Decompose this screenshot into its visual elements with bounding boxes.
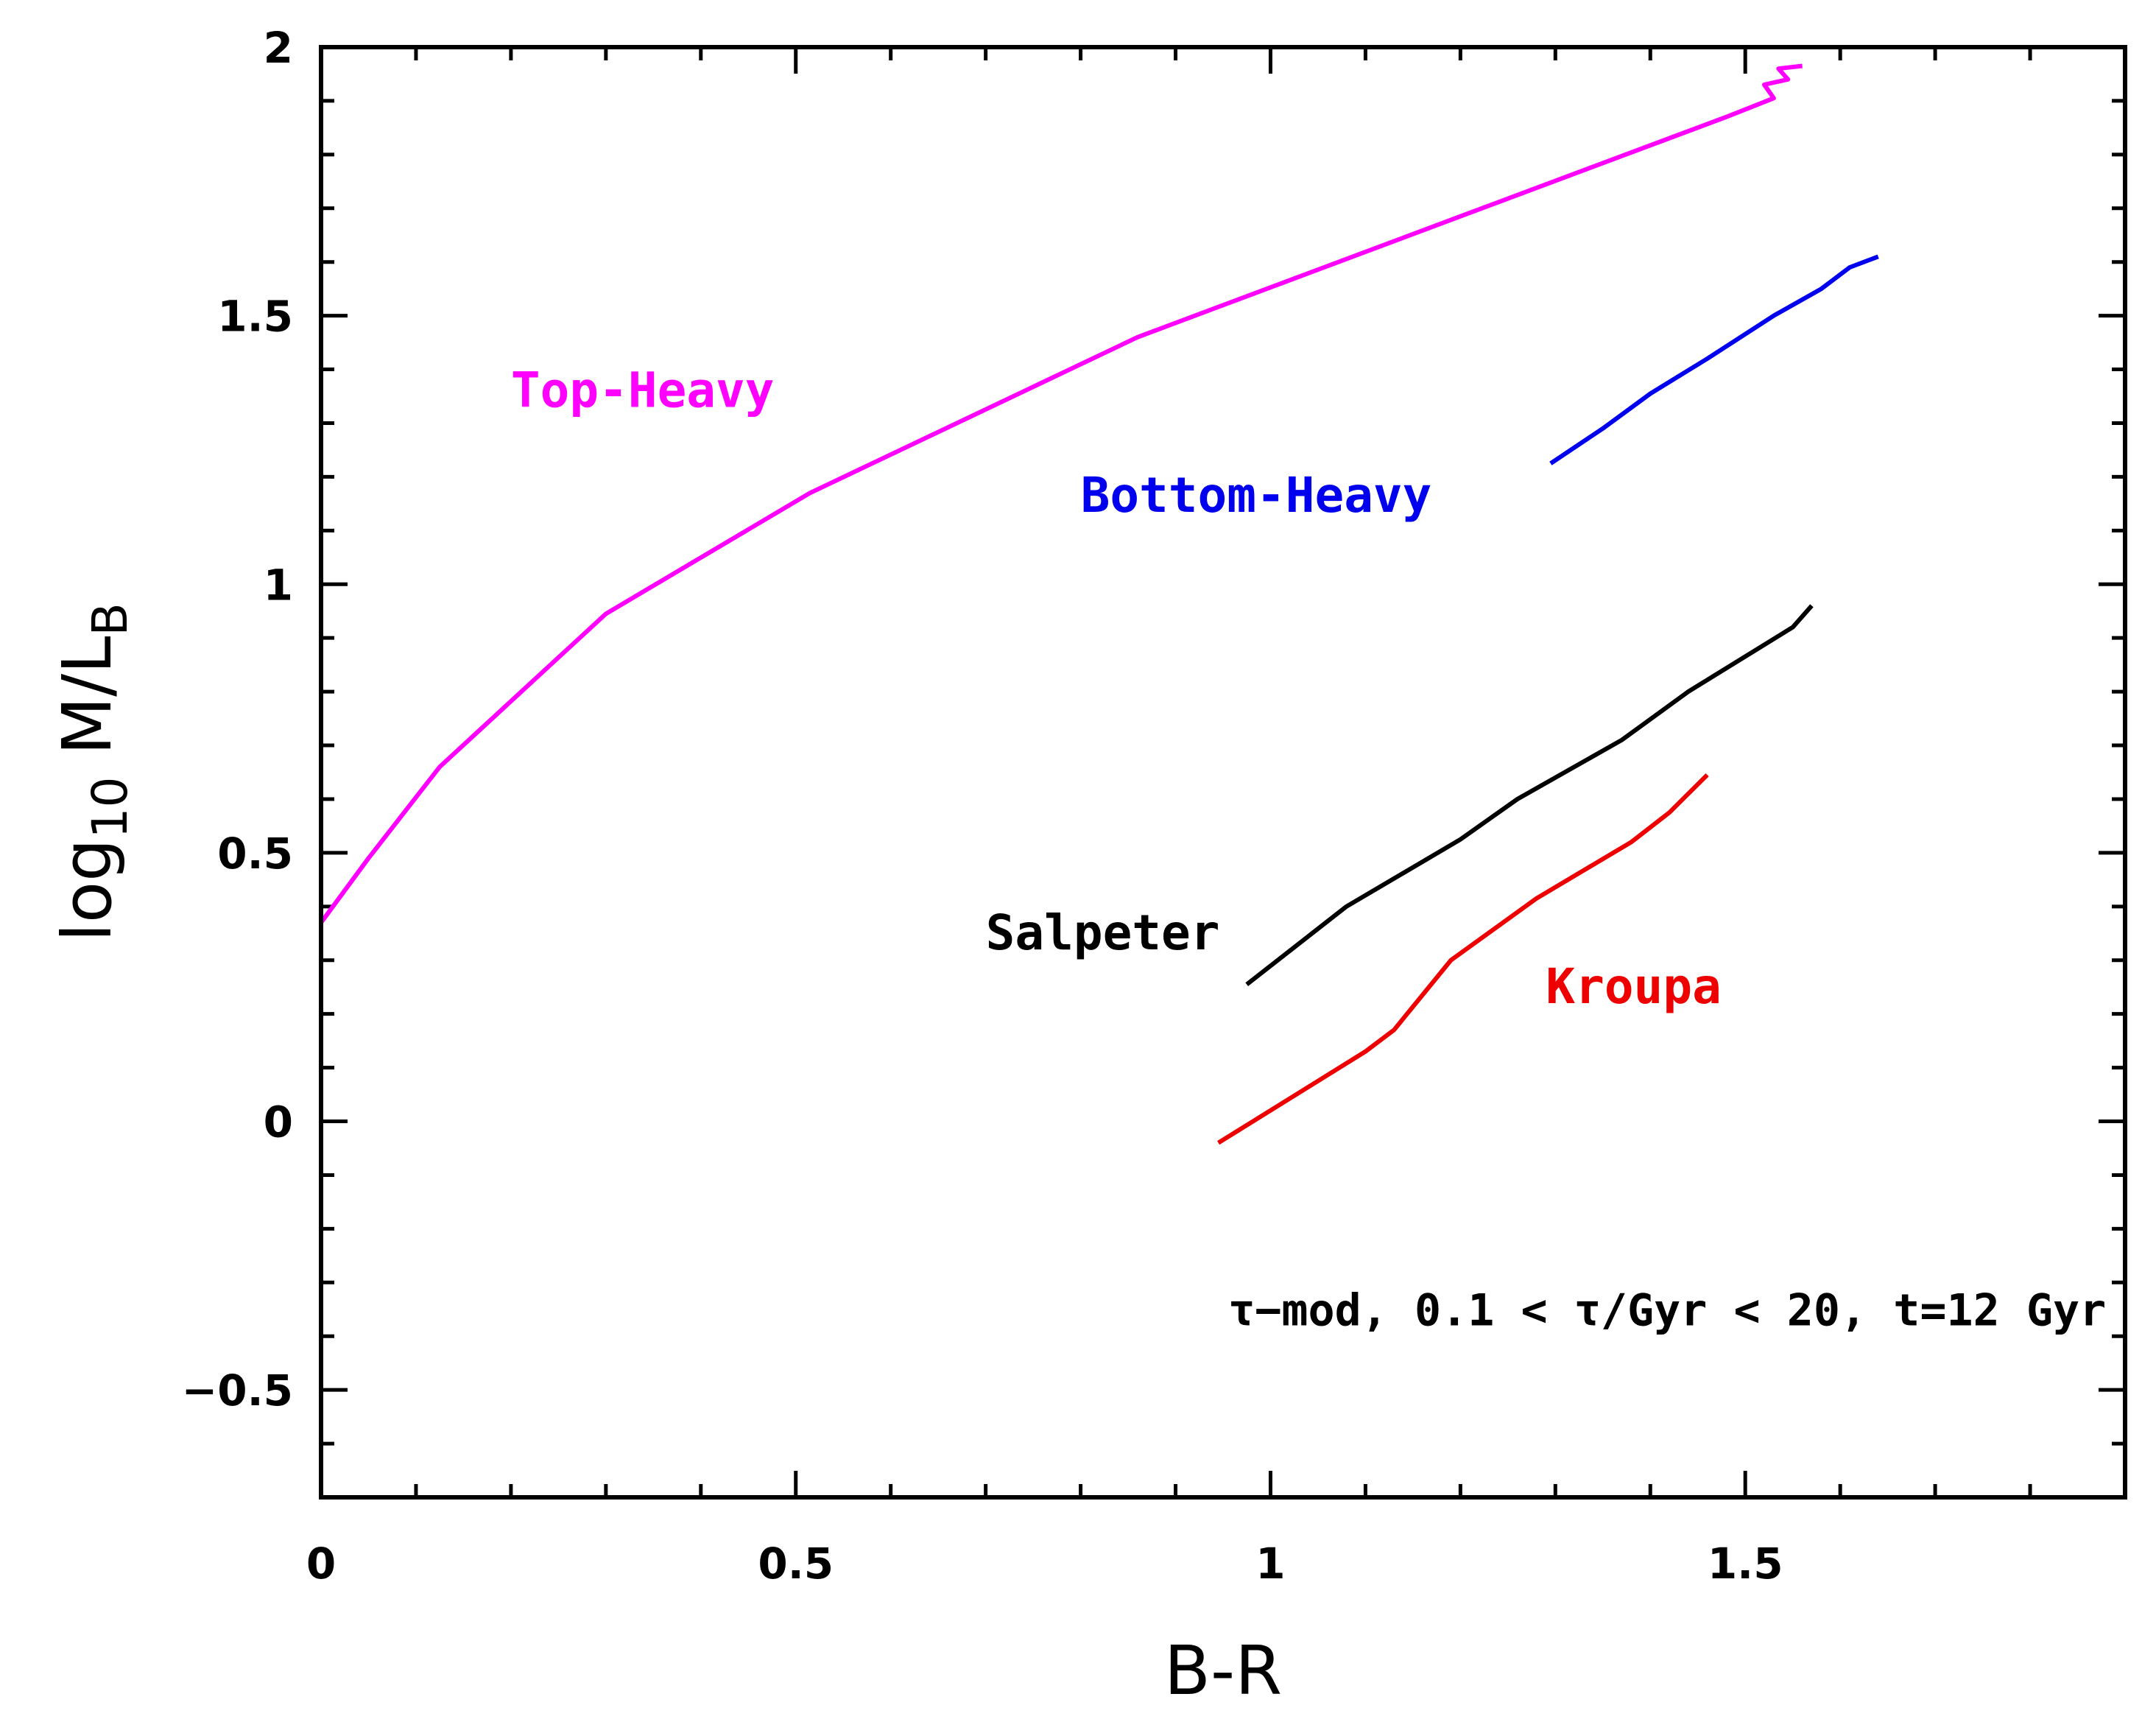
series-line-salpeter [1245,604,1814,986]
series-line-kroupa [1217,773,1709,1145]
y-axis-title-prefix-sub: 10 [82,776,138,838]
y-tick-label: 2 [264,23,293,73]
plot-frame [319,45,2127,1500]
series-line-top-heavy [319,63,1803,924]
y-tick-label: 0 [264,1097,293,1147]
series-line-bottom-heavy [1549,254,1879,465]
y-tick-label: 1.5 [217,292,293,342]
y-axis-title: log10 M/LB [48,602,138,941]
series-labels: Top-Heavy Bottom-Heavy Salpeter Kroupa [511,362,1722,1015]
y-tick-label: −0.5 [182,1365,293,1416]
y-axis-title-main-sub: B [82,602,138,636]
y-tick-labels: −0.5 0 0.5 1 1.5 2 [182,23,293,1416]
x-tick-label: 0.5 [758,1539,834,1589]
series-lines [319,63,1879,1145]
series-label-bottom-heavy: Bottom-Heavy [1081,467,1432,524]
y-tick-label: 0.5 [217,829,293,879]
x-tick-label: 1 [1255,1539,1285,1589]
x-tick-labels: 0 0.5 1 1.5 [306,1539,1783,1589]
y-axis-title-prefix: log [48,838,127,941]
x-tick-label: 1.5 [1708,1539,1783,1589]
x-axis-title: B-R [1164,1631,1282,1710]
y-tick-label: 1 [264,560,293,610]
series-label-kroupa: Kroupa [1546,958,1721,1015]
x-tick-label: 0 [306,1539,336,1589]
series-label-top-heavy: Top-Heavy [511,362,775,419]
annotation: τ−mod, 0.1 < τ/Gyr < 20, t=12 Gyr [1228,1285,2106,1337]
y-axis-title-main: M/L [48,636,127,777]
series-label-salpeter: Salpeter [986,904,1220,961]
